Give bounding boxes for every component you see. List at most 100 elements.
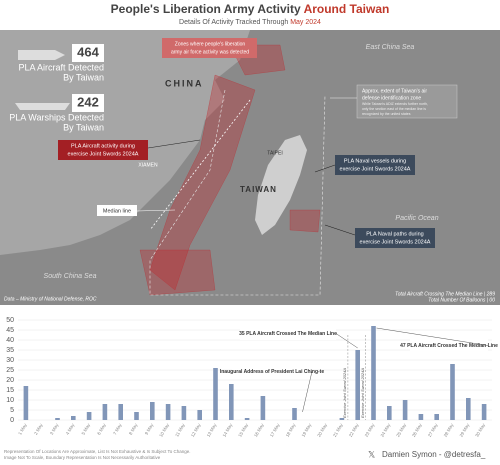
x-tick-label: 26 May	[411, 422, 423, 438]
bar	[150, 402, 155, 420]
bar	[229, 384, 234, 420]
callout-note: While Taiwan's ADIZ extends further nort…	[362, 102, 428, 106]
x-tick-label: 11 May	[174, 422, 186, 438]
title-highlight: Around Taiwan	[304, 2, 390, 16]
x-tick-label: 8 May	[128, 422, 139, 436]
bar	[434, 414, 439, 420]
annotation-leader	[376, 327, 489, 346]
title-part: People's Liberation Army Activity	[111, 2, 301, 16]
y-tick-label: 40	[6, 337, 14, 344]
y-tick-label: 35	[6, 347, 14, 354]
bar	[197, 410, 202, 420]
x-tick-label: 15 May	[237, 422, 249, 438]
callout-box	[355, 228, 435, 248]
adiz-outline	[149, 89, 326, 296]
total: Total Number Of Balloons | 00	[428, 297, 495, 303]
x-logo: 𝕏	[368, 449, 375, 459]
annotation-box	[240, 327, 336, 340]
stat-box	[72, 94, 104, 112]
stat-label: PLA Warships Detected	[9, 112, 104, 122]
bar	[213, 368, 218, 420]
bar	[339, 418, 345, 420]
callout-text: Zones where people's liberation	[175, 41, 246, 47]
x-tick-label: 5 May	[81, 422, 92, 436]
x-tick-label: 16 May	[253, 422, 265, 438]
aircraft-icon	[18, 50, 65, 60]
annotation: Inaugural Address of President Lai Ching…	[220, 369, 324, 375]
bar	[71, 416, 76, 420]
x-tick-label: 7 May	[112, 422, 123, 436]
x-tick-label: 19 May	[300, 422, 312, 438]
total: Total Aircraft Crossing The Median Line …	[395, 291, 495, 297]
subtitle-part: Details Of Activity Tracked Through	[179, 19, 288, 26]
x-tick-label: 20 May	[316, 422, 328, 438]
callout-note: recognized by the united states	[362, 112, 411, 116]
y-tick-label: 0	[10, 417, 14, 424]
x-tick-label: 13 May	[206, 422, 218, 438]
callout-box	[335, 155, 415, 175]
aircraft-zone	[149, 74, 256, 291]
credit: Damien Symon - @detresfa_	[382, 450, 486, 459]
x-tick-label: 17 May	[269, 422, 281, 438]
x-tick-label: 3 May	[49, 422, 60, 436]
bar	[244, 418, 250, 420]
place-label: TAIPEI	[267, 150, 282, 156]
x-tick-label: 30 May	[474, 422, 486, 438]
subtitle-highlight: May 2024	[290, 19, 321, 26]
annotation-leader	[335, 333, 358, 349]
y-tick-label: 30	[6, 357, 14, 364]
median-line	[149, 99, 251, 231]
callout-note: only the section east of the median line…	[362, 107, 426, 111]
place-label: XIAMEN	[138, 162, 158, 168]
bar	[102, 404, 108, 420]
x-tick-label: 14 May	[221, 422, 233, 438]
disclaimer: Image Not To Scale, Boundary Representat…	[4, 455, 161, 460]
bar	[86, 412, 92, 420]
stat-label: PLA Aircraft Detected	[18, 62, 104, 72]
taiwan-island	[255, 135, 307, 235]
callout-text: exercise Joint Swords 2024A	[68, 151, 139, 157]
y-tick-label: 50	[6, 317, 14, 324]
y-tick-label: 25	[6, 367, 14, 374]
x-tick-label: 2 May	[33, 422, 44, 436]
zone	[139, 249, 216, 296]
annotation: 35 PLA Aircraft Crossed The Median Line	[239, 331, 337, 337]
annotation-box	[232, 365, 312, 378]
annotation: 47 PLA Aircraft Crossed The Median Line	[400, 343, 498, 349]
bar	[260, 396, 266, 420]
bar	[23, 386, 29, 420]
bar	[418, 414, 424, 420]
subtitle: Details Of Activity Tracked Through May …	[179, 19, 321, 26]
callout-text: PLA Aircraft activity during	[71, 143, 135, 149]
x-tick-label: 10 May	[158, 422, 170, 438]
place-label: TAIWAN	[240, 185, 277, 194]
y-tick-label: 5	[10, 407, 14, 414]
callout-leader	[136, 209, 176, 212]
place-label: CHINA	[165, 78, 204, 88]
callout-leader	[147, 139, 201, 149]
place-label: Pacific Ocean	[395, 215, 438, 222]
x-tick-label: 18 May	[285, 422, 297, 438]
bar	[55, 418, 60, 420]
callout-text: PLA Naval paths during	[366, 231, 423, 237]
annotation-leader	[302, 371, 313, 413]
bar	[292, 408, 297, 420]
bar	[387, 406, 392, 420]
stat-number: 464	[77, 44, 99, 59]
source: Data – Ministry of National Defense, ROC	[4, 296, 97, 302]
stat-box	[72, 44, 104, 62]
y-tick-label: 10	[6, 397, 14, 404]
x-tick-label: 29 May	[458, 422, 470, 438]
annotation: Exercise Joint Sword 2024A	[342, 368, 347, 418]
x-tick-label: 21 May	[332, 422, 344, 438]
stat-label: By Taiwan	[63, 122, 104, 132]
x-tick-label: 24 May	[379, 422, 391, 438]
x-tick-label: 4 May	[65, 422, 76, 436]
y-tick-label: 45	[6, 327, 14, 334]
callout-text: defense identification zone	[362, 95, 421, 101]
callout-text: exercise Joint Swords 2024A	[360, 239, 431, 245]
x-tick-label: 1 May	[17, 422, 28, 436]
stat-number: 242	[77, 94, 99, 109]
callout-text: Median line	[103, 208, 131, 214]
x-tick-label: 6 May	[96, 422, 107, 436]
